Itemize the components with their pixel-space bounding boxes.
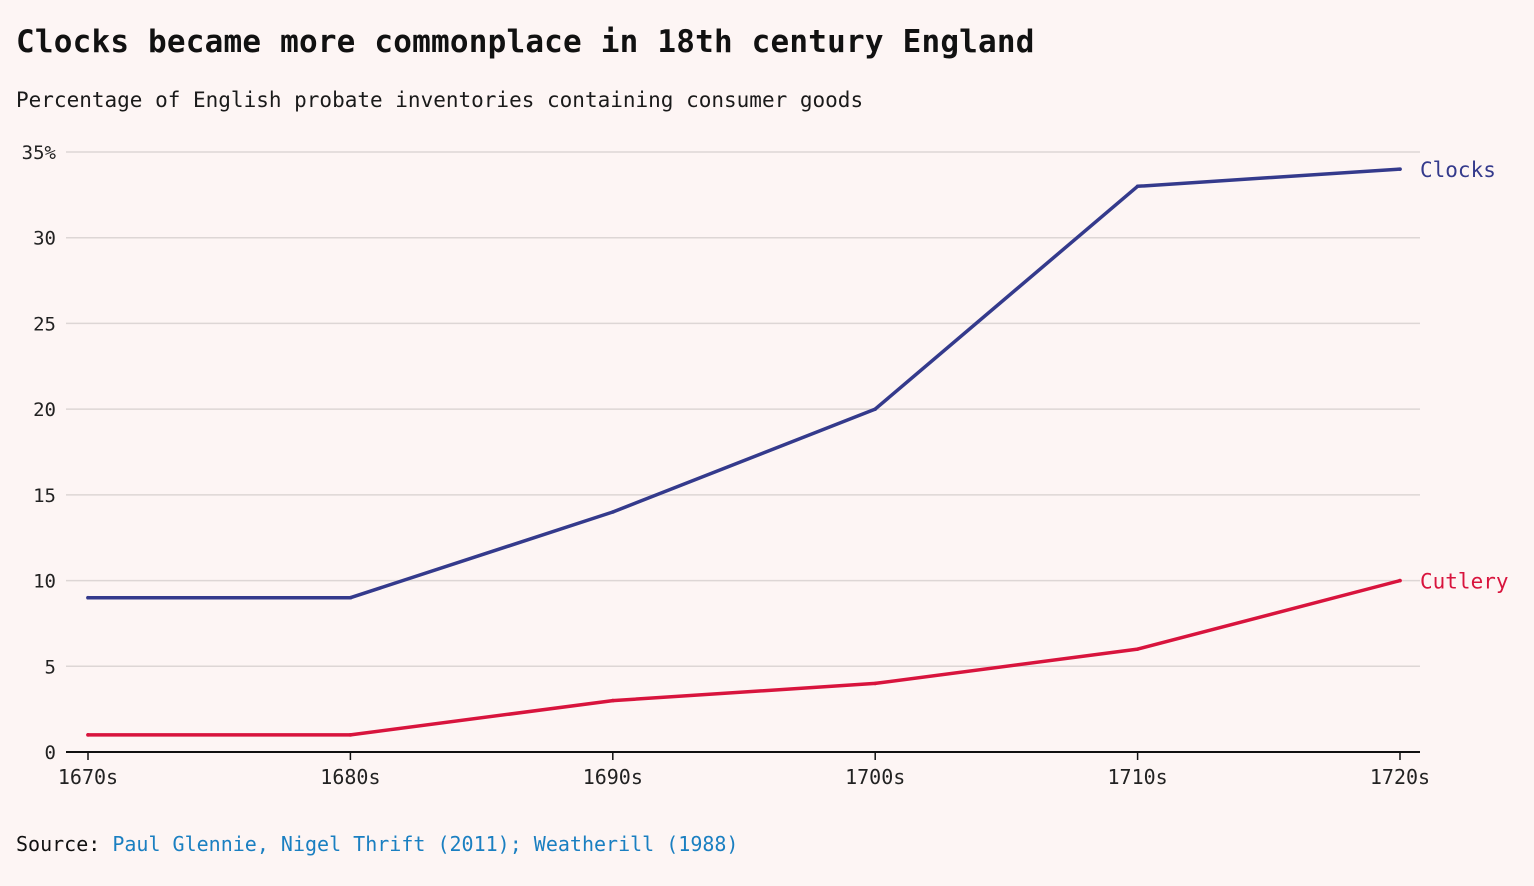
y-tick-label: 20 [33, 399, 56, 421]
y-axis-ticks: 0 5 10 15 20 25 30 35% [22, 142, 57, 764]
series-lines [86, 167, 1402, 737]
y-tick-label: 35% [22, 142, 57, 164]
data-point-cutlery [611, 698, 615, 703]
data-point-clocks [1398, 167, 1402, 171]
data-point-clocks [873, 407, 877, 411]
y-tick-label: 10 [33, 571, 56, 593]
y-tick-label: 30 [33, 228, 56, 250]
x-tick-label: 1720s [1370, 765, 1430, 789]
series-line-clocks [86, 167, 1402, 600]
series-labels: Clocks Cutlery [1420, 158, 1509, 593]
data-point-cutlery [1135, 647, 1140, 651]
x-tick-label: 1700s [845, 765, 905, 789]
data-point-clocks [348, 595, 353, 600]
chart-subtitle: Percentage of English probate inventorie… [16, 88, 864, 112]
chart-title: Clocks became more commonplace in 18th c… [16, 24, 1035, 60]
y-tick-label: 0 [45, 742, 56, 764]
data-point-cutlery [1398, 578, 1402, 583]
x-tick-label: 1680s [320, 765, 380, 789]
x-axis-ticks: 1670s 1680s 1690s 1700s 1710s 1720s [58, 752, 1430, 789]
data-point-clocks [1135, 184, 1140, 189]
data-point-clocks [611, 510, 615, 514]
x-tick-label: 1670s [58, 765, 118, 789]
source-link[interactable]: Paul Glennie, Nigel Thrift (2011); Weath… [112, 832, 739, 856]
data-point-cutlery [348, 733, 353, 737]
x-tick-label: 1710s [1107, 765, 1167, 789]
series-line-cutlery [86, 578, 1402, 737]
y-tick-label: 15 [33, 485, 56, 507]
data-point-cutlery [86, 733, 90, 737]
series-label-clocks: Clocks [1420, 158, 1496, 182]
x-tick-label: 1690s [583, 765, 643, 789]
data-point-cutlery [873, 681, 877, 686]
source-label: Source: [16, 832, 101, 856]
y-tick-label: 5 [45, 656, 56, 678]
data-point-clocks [86, 595, 90, 600]
gridlines [66, 151, 1420, 753]
series-label-cutlery: Cutlery [1420, 570, 1509, 594]
y-tick-label: 25 [33, 313, 56, 335]
source-note: Source: Paul Glennie, Nigel Thrift (2011… [16, 832, 738, 856]
